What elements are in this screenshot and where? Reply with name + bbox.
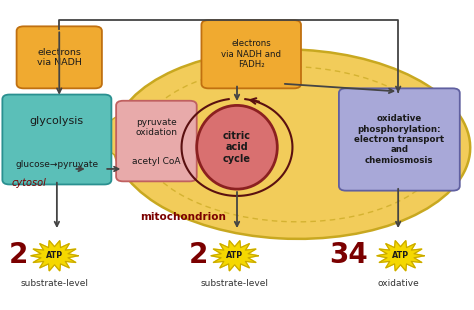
Text: 2: 2 [189, 241, 209, 269]
Text: cytosol: cytosol [12, 178, 47, 188]
FancyBboxPatch shape [339, 88, 460, 191]
FancyBboxPatch shape [116, 101, 197, 181]
Text: glycolysis: glycolysis [30, 116, 84, 126]
Polygon shape [211, 241, 258, 271]
Text: mitochondrion: mitochondrion [140, 212, 226, 222]
Text: oxidative
phosphorylation:
electron transport
and
chemiosmosis: oxidative phosphorylation: electron tran… [354, 114, 445, 165]
Text: 2: 2 [9, 241, 28, 269]
Text: glucose→pyruvate: glucose→pyruvate [15, 160, 99, 169]
Text: ATP: ATP [46, 251, 63, 260]
FancyBboxPatch shape [17, 26, 102, 88]
Ellipse shape [197, 105, 277, 189]
Text: electrons
via NADH: electrons via NADH [37, 48, 82, 67]
FancyBboxPatch shape [201, 20, 301, 88]
Text: electrons
via NADH and
FADH₂: electrons via NADH and FADH₂ [221, 39, 281, 69]
Ellipse shape [104, 115, 147, 158]
Text: citric
acid
cycle: citric acid cycle [223, 131, 251, 164]
Text: oxidative: oxidative [377, 279, 419, 288]
Text: pyruvate
oxidation: pyruvate oxidation [136, 118, 177, 137]
Text: ATP: ATP [392, 251, 409, 260]
Polygon shape [377, 241, 424, 271]
Text: substrate-level: substrate-level [201, 279, 269, 288]
Text: ATP: ATP [226, 251, 243, 260]
FancyBboxPatch shape [2, 95, 111, 184]
Ellipse shape [140, 66, 443, 222]
Text: substrate-level: substrate-level [20, 279, 89, 288]
Text: 34: 34 [329, 241, 368, 269]
Polygon shape [31, 241, 78, 271]
Text: acetyl CoA: acetyl CoA [132, 157, 181, 166]
Ellipse shape [113, 49, 470, 239]
